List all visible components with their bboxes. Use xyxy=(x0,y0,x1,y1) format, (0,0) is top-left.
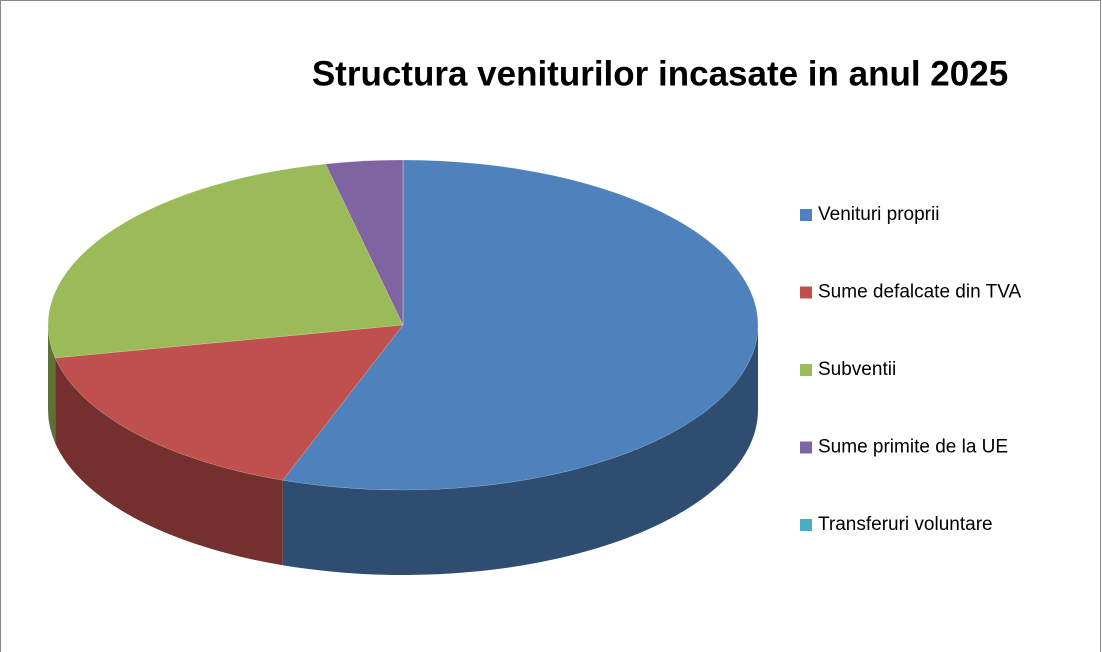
legend-label: Subventii xyxy=(818,359,896,380)
slice xyxy=(325,159,404,326)
slice xyxy=(282,159,759,491)
slice-side xyxy=(55,357,283,566)
legend-label: Sume primite de la UE xyxy=(818,437,1008,458)
slice-side xyxy=(282,325,758,575)
legend-swatch xyxy=(800,364,812,376)
legend-swatch xyxy=(800,519,812,531)
slice xyxy=(54,324,404,481)
legend-label: Transferuri voluntare xyxy=(818,514,993,535)
legend-label: Sume defalcate din TVA xyxy=(818,282,1021,303)
legend-swatch xyxy=(800,441,812,454)
slice-side xyxy=(48,325,56,443)
legend-label: Venituri proprii xyxy=(818,204,939,225)
slice xyxy=(47,163,404,359)
chart-title: Structura veniturilor incasate in anul 2… xyxy=(312,54,1008,93)
legend-swatch xyxy=(800,209,812,221)
legend-swatch xyxy=(800,286,812,299)
